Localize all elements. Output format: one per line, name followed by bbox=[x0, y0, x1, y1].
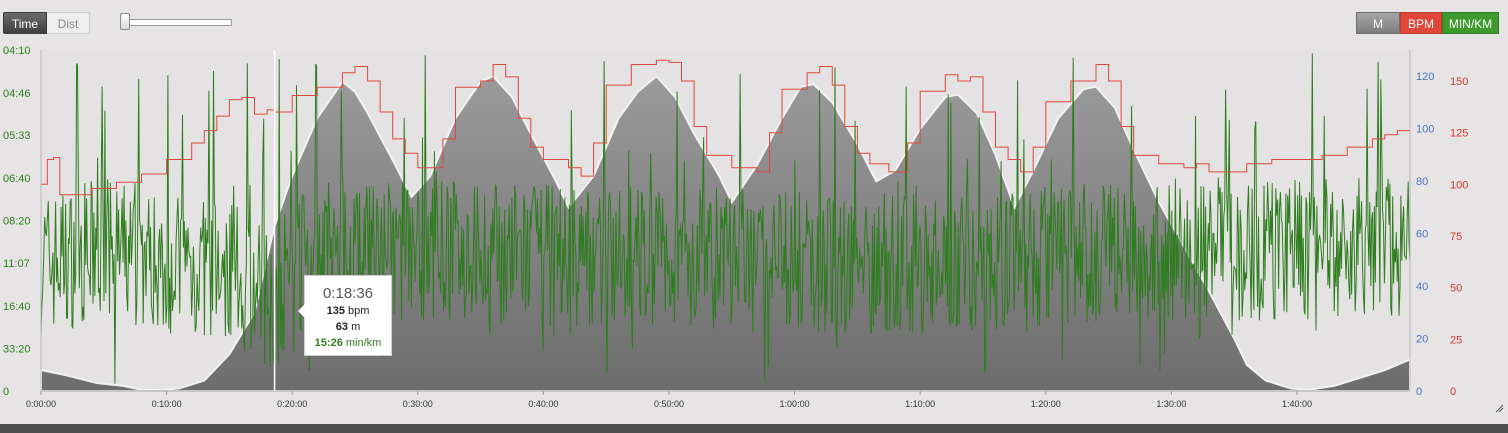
time-tick-label: 1:20:00 bbox=[1031, 399, 1061, 409]
pace-tick-label: 0 bbox=[3, 386, 9, 398]
tooltip-altitude-unit: m bbox=[351, 321, 361, 333]
heart-rate-tick-label: 0 bbox=[1450, 386, 1456, 398]
pace-series-toggle[interactable]: MIN/KM bbox=[1442, 12, 1499, 34]
pace-tick-label: 04:10 bbox=[3, 45, 31, 57]
heart-rate-axis-ticks: 150 125 100 75 50 25 0 bbox=[1450, 76, 1468, 398]
time-tick-label: 1:40:00 bbox=[1282, 399, 1312, 409]
time-tick-label: 1:30:00 bbox=[1156, 399, 1186, 409]
altitude-tick-label: 120 bbox=[1416, 71, 1434, 83]
time-tick-label: 0:10:00 bbox=[152, 399, 182, 409]
data-tooltip: 0:18:36 135 bpm 63 m 15:26 min/km bbox=[298, 275, 392, 356]
altitude-tick-label: 20 bbox=[1416, 334, 1428, 346]
tooltip-bpm-row: 135 bpm bbox=[305, 303, 391, 319]
pace-tick-label: 06:40 bbox=[3, 173, 31, 185]
heart-rate-tick-label: 150 bbox=[1450, 76, 1468, 88]
resize-grip-icon[interactable] bbox=[1494, 403, 1504, 413]
time-tick-label: 0:30:00 bbox=[403, 399, 433, 409]
heart-rate-line bbox=[41, 59, 1411, 196]
tooltip-pace-value: 15:26 bbox=[314, 337, 343, 349]
zoom-slider-handle[interactable] bbox=[120, 13, 130, 30]
tooltip-bpm-unit: bpm bbox=[348, 305, 370, 317]
heart-rate-series-layer bbox=[41, 59, 1411, 196]
altitude-tick-label: 60 bbox=[1416, 229, 1428, 241]
toolbar: Time Dist M BPM MIN/KM bbox=[0, 0, 1508, 46]
time-toggle-button[interactable]: Time bbox=[3, 12, 47, 34]
heart-rate-tick-label: 75 bbox=[1450, 231, 1462, 243]
tooltip-time: 0:18:36 bbox=[322, 285, 374, 302]
heart-rate-series-toggle[interactable]: BPM bbox=[1400, 12, 1442, 34]
distance-toggle-button[interactable]: Dist bbox=[47, 12, 90, 34]
altitude-axis-ticks: 120 100 80 60 40 20 0 bbox=[1416, 71, 1434, 398]
heart-rate-tick-label: 100 bbox=[1450, 179, 1468, 191]
tooltip-bpm-value: 135 bbox=[326, 305, 345, 317]
bottom-bar bbox=[0, 424, 1508, 433]
time-tick-label: 1:10:00 bbox=[905, 399, 935, 409]
pace-line bbox=[40, 53, 1411, 384]
time-tick-label: 0:00:00 bbox=[26, 399, 56, 409]
altitude-tick-label: 40 bbox=[1416, 281, 1428, 293]
tooltip-pace-unit: min/km bbox=[345, 337, 382, 349]
pace-tick-label: 08:20 bbox=[3, 216, 31, 228]
pace-tick-label: 33:20 bbox=[3, 343, 31, 355]
time-tick-label: 0:50:00 bbox=[654, 399, 684, 409]
heart-rate-tick-label: 50 bbox=[1450, 283, 1462, 295]
altitude-series-toggle[interactable]: M bbox=[1356, 12, 1400, 34]
pace-tick-label: 04:46 bbox=[3, 88, 31, 100]
time-tick-label: 0:20:00 bbox=[277, 399, 307, 409]
tooltip-altitude-value: 63 bbox=[335, 321, 348, 333]
altitude-tick-label: 0 bbox=[1416, 386, 1422, 398]
tooltip-pace-row: 15:26 min/km bbox=[305, 335, 391, 351]
heart-rate-tick-label: 25 bbox=[1450, 334, 1462, 346]
pace-series-layer bbox=[40, 53, 1411, 384]
time-tick-label: 1:00:00 bbox=[780, 399, 810, 409]
tooltip-altitude-row: 63 m bbox=[305, 319, 391, 335]
altitude-tick-label: 100 bbox=[1416, 124, 1434, 136]
time-tick-label: 0:40:00 bbox=[528, 399, 558, 409]
altitude-tick-label: 80 bbox=[1416, 176, 1428, 188]
pace-tick-label: 05:33 bbox=[3, 130, 31, 142]
pace-tick-label: 16:40 bbox=[3, 301, 31, 313]
heart-rate-tick-label: 125 bbox=[1450, 128, 1468, 140]
pace-axis-ticks: 04:10 04:46 05:33 06:40 08:20 11:07 16:40 33:20… bbox=[3, 45, 31, 398]
pace-tick-label: 11:07 bbox=[3, 258, 30, 270]
time-axis-ticks: 0:00:00 0:10:00 0:20:00 0:30:00 0:40:00 0:50:… bbox=[26, 391, 1312, 409]
